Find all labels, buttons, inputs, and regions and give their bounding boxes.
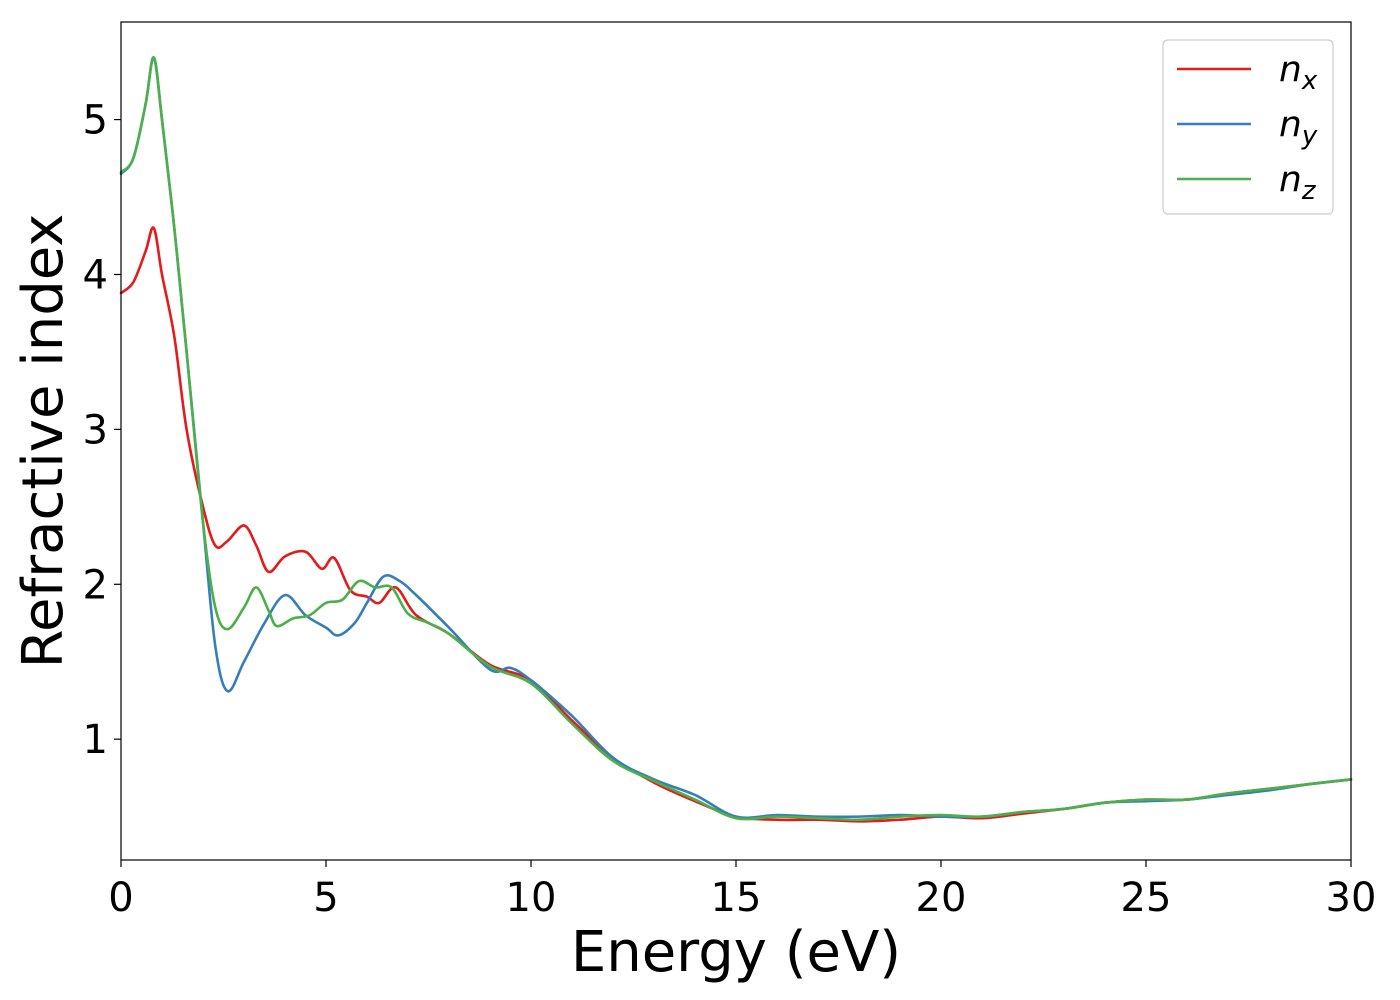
- legend-label-sub: z: [1301, 176, 1317, 206]
- y-tick-label: 2: [83, 562, 108, 608]
- series-layer: [119, 56, 1353, 823]
- legend-label-sub: x: [1301, 66, 1318, 96]
- x-axis-label: Energy (eV): [571, 920, 901, 985]
- y-tick-label: 1: [83, 717, 108, 763]
- series-line-z: [119, 56, 1353, 822]
- legend-label-x: nx: [1279, 49, 1318, 96]
- y-tick-label: 5: [83, 98, 108, 144]
- x-tick-label: 10: [506, 875, 557, 921]
- y-tick-label: 3: [83, 407, 108, 453]
- x-tick-label: 0: [108, 875, 133, 921]
- plot-area: [121, 22, 1351, 860]
- legend-label-main: n: [1279, 104, 1302, 145]
- legend-label-main: n: [1279, 159, 1302, 200]
- legend-box: [1162, 39, 1334, 215]
- y-axis-ticks: 1 2 3 4 5: [83, 98, 121, 763]
- x-tick-label: 5: [313, 875, 338, 921]
- x-tick-label: 30: [1326, 875, 1377, 921]
- y-tick-label: 4: [83, 252, 108, 298]
- x-tick-label: 20: [916, 875, 967, 921]
- legend-label-y: ny: [1279, 104, 1318, 151]
- legend-label-z: nz: [1279, 159, 1317, 206]
- y-axis-label: Refractive index: [11, 214, 76, 669]
- legend-label-sub: y: [1301, 121, 1318, 151]
- x-tick-label: 15: [711, 875, 762, 921]
- legend-label-main: n: [1279, 49, 1302, 90]
- x-axis-ticks: 0 5 10 15 20 25 30: [108, 860, 1376, 921]
- x-tick-label: 25: [1121, 875, 1172, 921]
